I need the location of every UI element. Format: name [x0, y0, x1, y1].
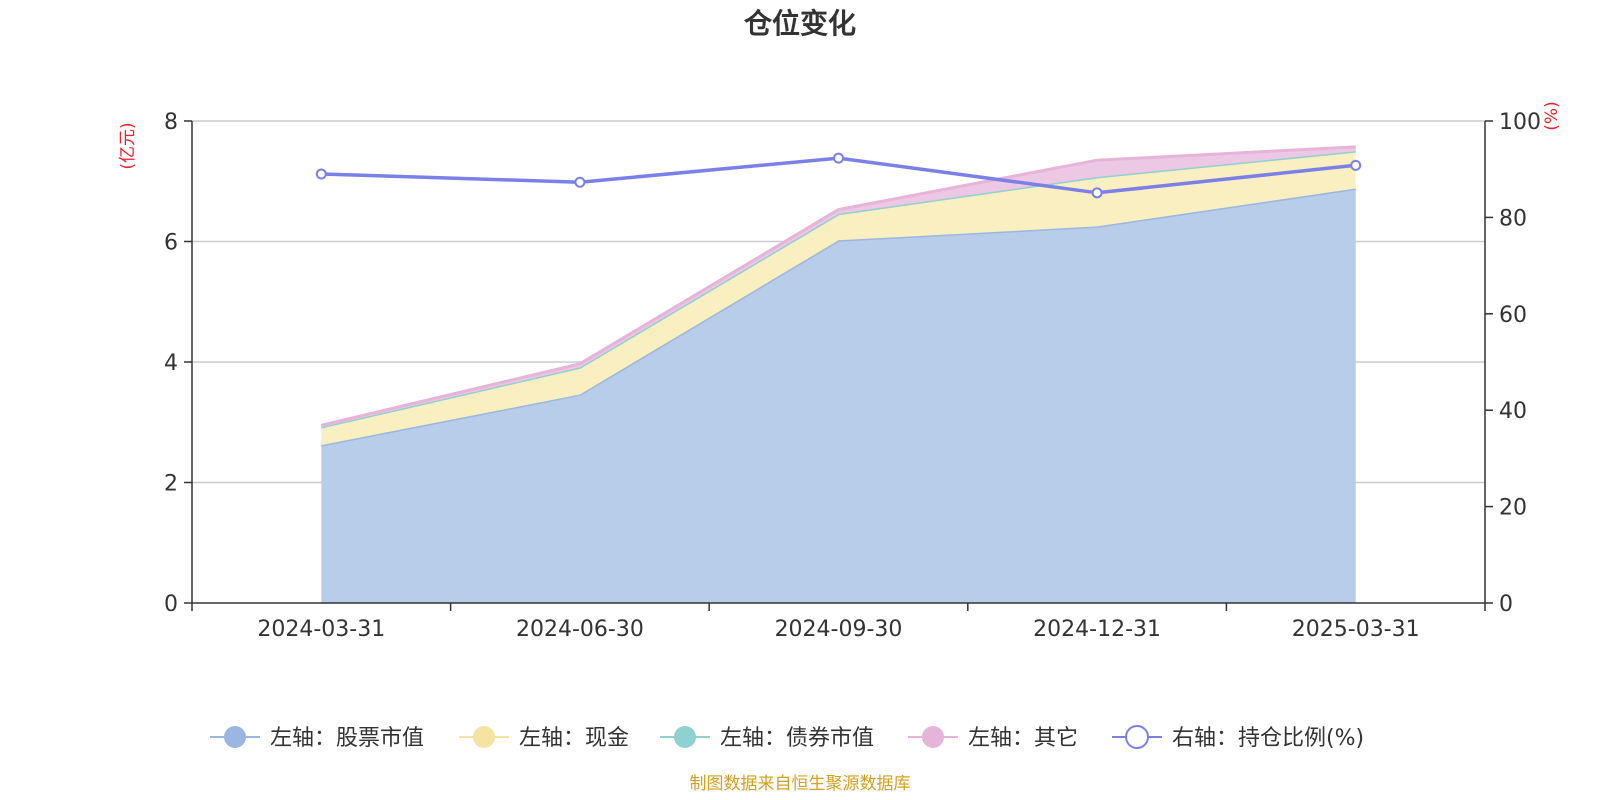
legend-swatch-marker: [1125, 725, 1149, 749]
legend-label: 左轴：债券市值: [720, 726, 874, 751]
chart-title: 仓位变化: [744, 7, 856, 40]
left-axis-tick-label: 6: [164, 231, 178, 256]
x-axis-tick-label: 2024-12-31: [1033, 617, 1161, 642]
legend-label: 左轴：现金: [519, 726, 629, 751]
left-axis-tick-label: 4: [164, 351, 178, 376]
left-axis-tick-label: 8: [164, 110, 178, 135]
x-axis-tick-label: 2024-09-30: [775, 617, 903, 642]
left-axis-tick-label: 0: [164, 592, 178, 617]
ratio-point: [1350, 159, 1362, 171]
right-axis-tick-label: 80: [1499, 206, 1527, 231]
ratio-point: [833, 152, 844, 164]
legend-label: 右轴：持仓比例(%): [1172, 726, 1364, 751]
legend-label: 左轴：股票市值: [270, 726, 424, 751]
legend-swatch-marker: [674, 726, 696, 748]
left-axis-tick-label: 2: [164, 472, 178, 497]
stacked-areas: [320, 145, 1356, 603]
series-line-3: [320, 145, 1356, 427]
right-axis-tick-label: 20: [1499, 496, 1527, 521]
right-axis-tick-label: 60: [1499, 303, 1527, 328]
right-axis-tick-label: 0: [1499, 592, 1513, 617]
right-axis-tick-label: 40: [1499, 399, 1527, 424]
legend: 左轴：股票市值 左轴：现金 左轴：债券市值 左轴：其它 右轴：持仓比例(%): [210, 725, 1364, 751]
ratio-point: [574, 176, 586, 188]
x-axis-tick-label: 2024-06-30: [516, 617, 644, 642]
ratio-point: [1091, 187, 1103, 199]
series-area-0: [321, 188, 1356, 603]
legend-swatch-marker: [473, 726, 495, 748]
left-axis-unit: (亿元): [118, 122, 138, 169]
source-note: 制图数据来自恒生聚源数据库: [690, 774, 911, 794]
x-axis-tick-label: 2025-03-31: [1292, 617, 1420, 642]
series-area-1: [321, 151, 1356, 446]
legend-swatch-marker: [224, 726, 246, 748]
legend-label: 左轴：其它: [968, 726, 1078, 751]
x-axis-tick-label: 2024-03-31: [257, 617, 385, 642]
right-axis-tick-label: 100: [1499, 110, 1541, 135]
legend-swatch-marker: [922, 726, 944, 748]
position-ratio-line: [315, 152, 1362, 199]
right-axis-unit: (%): [1542, 101, 1562, 130]
ratio-point: [315, 168, 327, 180]
